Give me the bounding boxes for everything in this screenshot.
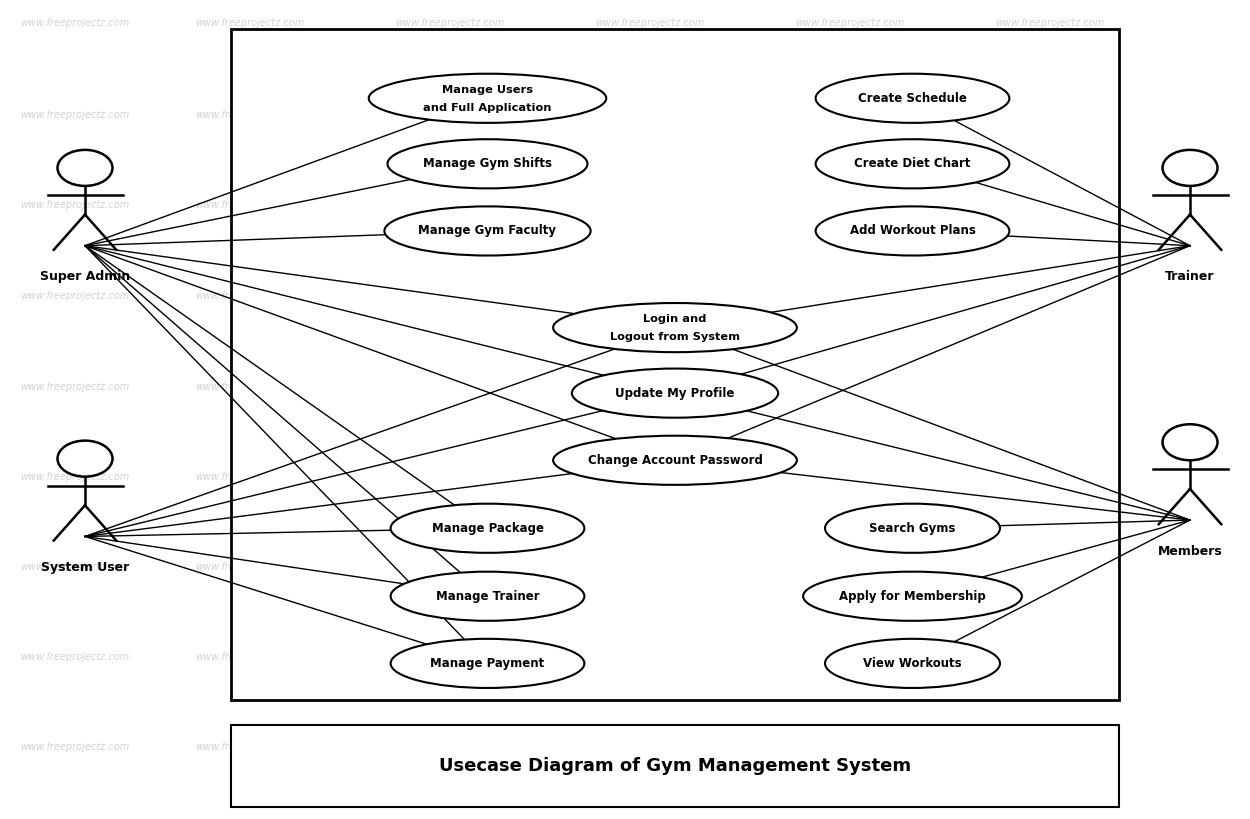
Text: www.freeprojectz.com: www.freeprojectz.com	[595, 18, 705, 28]
Ellipse shape	[816, 74, 1010, 123]
Text: Manage Gym Shifts: Manage Gym Shifts	[422, 157, 552, 170]
Ellipse shape	[388, 139, 588, 188]
Text: Login and: Login and	[644, 314, 706, 324]
Text: Members: Members	[1158, 545, 1222, 558]
Text: www.freeprojectz.com: www.freeprojectz.com	[195, 110, 305, 120]
Text: www.freeprojectz.com: www.freeprojectz.com	[795, 18, 905, 28]
Ellipse shape	[390, 504, 585, 553]
Text: www.freeprojectz.com: www.freeprojectz.com	[20, 562, 130, 572]
Text: www.freeprojectz.com: www.freeprojectz.com	[395, 742, 505, 752]
Text: www.freeprojectz.com: www.freeprojectz.com	[995, 18, 1105, 28]
Text: Apply for Membership: Apply for Membership	[839, 590, 986, 603]
Text: Manage Gym Faculty: Manage Gym Faculty	[419, 224, 556, 238]
Text: www.freeprojectz.com: www.freeprojectz.com	[595, 110, 705, 120]
Text: www.freeprojectz.com: www.freeprojectz.com	[395, 292, 505, 301]
Text: www.freeprojectz.com: www.freeprojectz.com	[195, 18, 305, 28]
Text: www.freeprojectz.com: www.freeprojectz.com	[595, 200, 705, 210]
Text: www.freeprojectz.com: www.freeprojectz.com	[795, 382, 905, 391]
Text: www.freeprojectz.com: www.freeprojectz.com	[995, 742, 1105, 752]
Text: Create Diet Chart: Create Diet Chart	[854, 157, 971, 170]
Ellipse shape	[825, 639, 1000, 688]
Ellipse shape	[816, 206, 1010, 256]
Text: www.freeprojectz.com: www.freeprojectz.com	[195, 562, 305, 572]
Ellipse shape	[369, 74, 606, 123]
Text: www.freeprojectz.com: www.freeprojectz.com	[395, 472, 505, 482]
Text: www.freeprojectz.com: www.freeprojectz.com	[20, 18, 130, 28]
Text: www.freeprojectz.com: www.freeprojectz.com	[20, 382, 130, 391]
Text: www.freeprojectz.com: www.freeprojectz.com	[595, 382, 705, 391]
Text: www.freeprojectz.com: www.freeprojectz.com	[195, 742, 305, 752]
Text: www.freeprojectz.com: www.freeprojectz.com	[20, 742, 130, 752]
Text: www.freeprojectz.com: www.freeprojectz.com	[395, 200, 505, 210]
Text: www.freeprojectz.com: www.freeprojectz.com	[995, 292, 1105, 301]
Text: www.freeprojectz.com: www.freeprojectz.com	[20, 292, 130, 301]
Ellipse shape	[816, 139, 1010, 188]
Text: Change Account Password: Change Account Password	[588, 454, 762, 467]
Ellipse shape	[390, 639, 585, 688]
Text: Usecase Diagram of Gym Management System: Usecase Diagram of Gym Management System	[439, 757, 911, 775]
Ellipse shape	[825, 504, 1000, 553]
Text: www.freeprojectz.com: www.freeprojectz.com	[595, 652, 705, 662]
Ellipse shape	[552, 436, 798, 485]
Text: Manage Package: Manage Package	[431, 522, 544, 535]
Ellipse shape	[385, 206, 591, 256]
Text: www.freeprojectz.com: www.freeprojectz.com	[995, 110, 1105, 120]
Text: www.freeprojectz.com: www.freeprojectz.com	[995, 472, 1105, 482]
Text: Trainer: Trainer	[1165, 270, 1215, 283]
Text: www.freeprojectz.com: www.freeprojectz.com	[395, 18, 505, 28]
Ellipse shape	[804, 572, 1022, 621]
Text: Super Admin: Super Admin	[40, 270, 130, 283]
Text: Manage Users: Manage Users	[442, 85, 532, 95]
Text: www.freeprojectz.com: www.freeprojectz.com	[795, 562, 905, 572]
Text: www.freeprojectz.com: www.freeprojectz.com	[395, 652, 505, 662]
Bar	[231, 725, 1119, 807]
Text: Add Workout Plans: Add Workout Plans	[850, 224, 975, 238]
Text: www.freeprojectz.com: www.freeprojectz.com	[195, 200, 305, 210]
Text: Manage Payment: Manage Payment	[430, 657, 545, 670]
Text: www.freeprojectz.com: www.freeprojectz.com	[395, 382, 505, 391]
Text: www.freeprojectz.com: www.freeprojectz.com	[395, 562, 505, 572]
Text: www.freeprojectz.com: www.freeprojectz.com	[20, 110, 130, 120]
Text: System User: System User	[41, 561, 129, 574]
Text: View Workouts: View Workouts	[864, 657, 961, 670]
Ellipse shape	[552, 303, 798, 352]
Text: www.freeprojectz.com: www.freeprojectz.com	[795, 292, 905, 301]
Text: www.freeprojectz.com: www.freeprojectz.com	[995, 382, 1105, 391]
Text: www.freeprojectz.com: www.freeprojectz.com	[795, 110, 905, 120]
Text: Update My Profile: Update My Profile	[615, 387, 735, 400]
Text: www.freeprojectz.com: www.freeprojectz.com	[20, 472, 130, 482]
Text: www.freeprojectz.com: www.freeprojectz.com	[995, 652, 1105, 662]
Bar	[231, 29, 1119, 700]
Text: www.freeprojectz.com: www.freeprojectz.com	[195, 292, 305, 301]
Text: www.freeprojectz.com: www.freeprojectz.com	[195, 382, 305, 391]
Text: www.freeprojectz.com: www.freeprojectz.com	[20, 652, 130, 662]
Text: www.freeprojectz.com: www.freeprojectz.com	[595, 292, 705, 301]
Ellipse shape	[572, 369, 778, 418]
Text: www.freeprojectz.com: www.freeprojectz.com	[195, 652, 305, 662]
Text: www.freeprojectz.com: www.freeprojectz.com	[995, 200, 1105, 210]
Text: www.freeprojectz.com: www.freeprojectz.com	[195, 472, 305, 482]
Text: Manage Trainer: Manage Trainer	[436, 590, 539, 603]
Text: Search Gyms: Search Gyms	[869, 522, 956, 535]
Text: Logout from System: Logout from System	[610, 333, 740, 342]
Ellipse shape	[390, 572, 585, 621]
Text: Create Schedule: Create Schedule	[858, 92, 968, 105]
Text: www.freeprojectz.com: www.freeprojectz.com	[595, 742, 705, 752]
Text: www.freeprojectz.com: www.freeprojectz.com	[20, 200, 130, 210]
Text: www.freeprojectz.com: www.freeprojectz.com	[995, 562, 1105, 572]
Text: www.freeprojectz.com: www.freeprojectz.com	[795, 472, 905, 482]
Text: www.freeprojectz.com: www.freeprojectz.com	[395, 110, 505, 120]
Text: www.freeprojectz.com: www.freeprojectz.com	[795, 652, 905, 662]
Text: www.freeprojectz.com: www.freeprojectz.com	[795, 742, 905, 752]
Text: www.freeprojectz.com: www.freeprojectz.com	[595, 562, 705, 572]
Text: and Full Application: and Full Application	[424, 103, 551, 113]
Text: www.freeprojectz.com: www.freeprojectz.com	[595, 472, 705, 482]
Text: www.freeprojectz.com: www.freeprojectz.com	[795, 200, 905, 210]
